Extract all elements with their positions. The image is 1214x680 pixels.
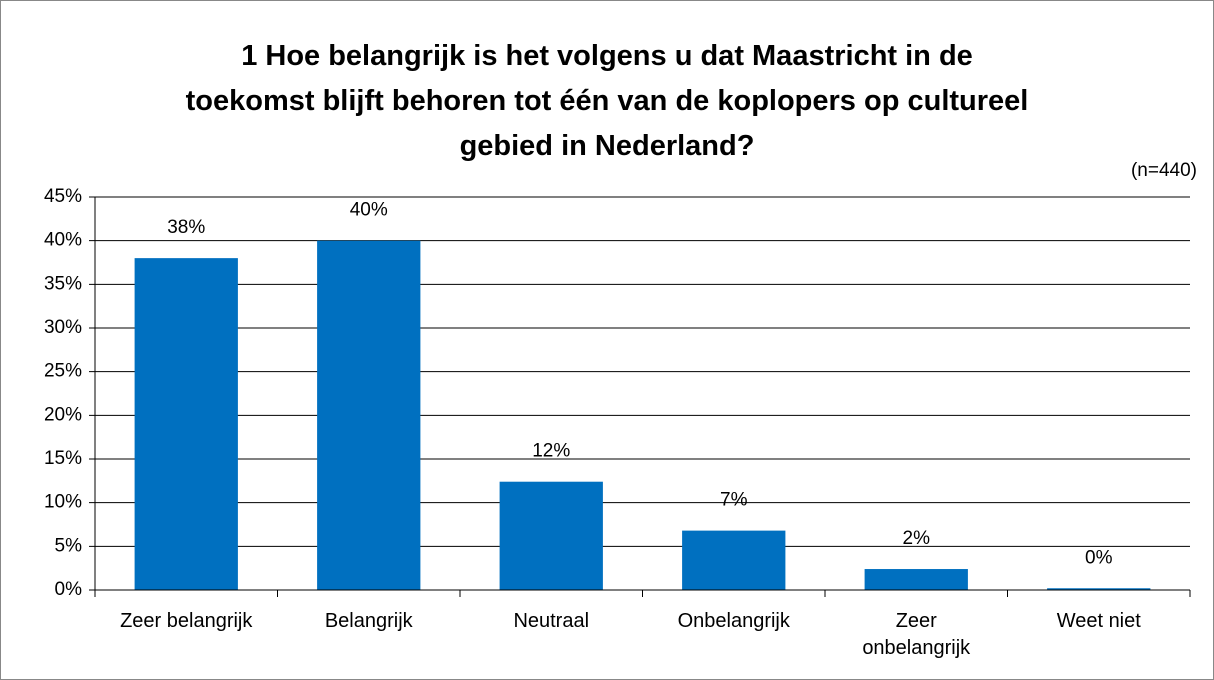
y-tick-label: 10% — [44, 492, 82, 513]
value-label: 2% — [903, 528, 931, 549]
x-tick-label: Belangrijk — [324, 610, 413, 632]
y-tick-label: 30% — [44, 317, 82, 338]
value-label: 40% — [350, 200, 388, 221]
y-tick-label: 15% — [44, 448, 82, 469]
value-label: 7% — [720, 490, 748, 511]
bar — [134, 258, 238, 590]
x-tick-label: Zeer onbelangrijk — [862, 610, 971, 659]
bar — [499, 481, 603, 590]
y-tick-label: 45% — [44, 186, 82, 207]
value-label: 38% — [167, 217, 205, 238]
bar — [1047, 588, 1151, 590]
y-tick-label: 40% — [44, 230, 82, 251]
y-tick-label: 20% — [44, 404, 82, 425]
x-tick-label: Weet niet — [1056, 610, 1141, 632]
y-tick-label: 0% — [55, 579, 83, 600]
x-tick-label: Neutraal — [513, 610, 590, 632]
y-tick-label: 35% — [44, 273, 82, 294]
value-label: 12% — [532, 441, 570, 462]
y-tick-label: 5% — [55, 535, 83, 556]
bar — [864, 569, 968, 590]
chart-subtitle: (n=440) — [1131, 160, 1197, 181]
chart-title: 1 Hoe belangrijk is het volgens u dat Ma… — [185, 40, 1029, 162]
value-label: 0% — [1085, 547, 1113, 568]
y-tick-label: 25% — [44, 361, 82, 382]
bar — [317, 240, 421, 590]
bar — [682, 530, 786, 590]
x-tick-label: Zeer belangrijk — [120, 610, 253, 632]
x-tick-label: Onbelangrijk — [677, 610, 790, 632]
